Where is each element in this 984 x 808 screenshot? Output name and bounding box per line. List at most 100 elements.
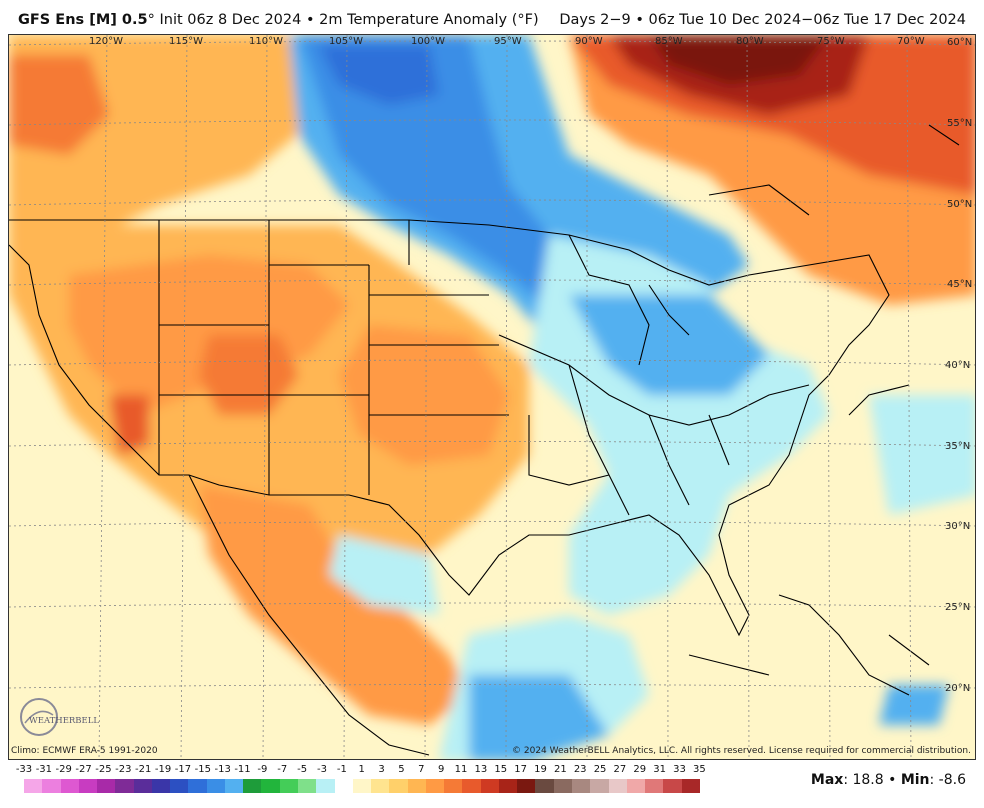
colorbar-label: 1 — [358, 764, 365, 775]
colorbar-swatch — [24, 779, 43, 793]
lat-label: 55°N — [947, 118, 972, 129]
colorbar-swatch — [352, 779, 372, 793]
lat-label: 35°N — [945, 441, 970, 452]
colorbar-swatch — [663, 779, 682, 793]
colorbar-label: 11 — [454, 764, 468, 775]
weatherbell-logo: WEATHERBELL — [20, 698, 99, 736]
min-value: : -8.6 — [929, 772, 966, 788]
colorbar-swatch — [297, 779, 317, 793]
copyright-note: © 2024 WeatherBELL Analytics, LLC. All r… — [512, 746, 971, 756]
colorbar-swatch — [188, 779, 207, 793]
longitude-labels: 120°W 115°W 110°W 105°W 100°W 95°W 90°W … — [89, 36, 925, 47]
colorbar-label: -27 — [75, 764, 92, 775]
latitude-labels: 60°N 55°N 50°N 45°N 40°N 35°N 30°N 25°N … — [945, 37, 972, 694]
colorbar-label: 9 — [437, 764, 445, 775]
colorbar-swatch — [498, 779, 518, 793]
logo-text: WEATHERBELL — [29, 716, 99, 726]
colorbar-swatch — [42, 779, 61, 793]
lon-label: 120°W — [89, 36, 123, 47]
colorbar-label: 31 — [653, 764, 667, 775]
colorbar-swatch — [97, 779, 116, 793]
map-canvas: 120°W 115°W 110°W 105°W 100°W 95°W 90°W … — [9, 35, 975, 759]
lon-label: 100°W — [411, 36, 445, 47]
colorbar-swatch — [60, 779, 79, 793]
lat-label: 25°N — [945, 602, 970, 613]
colorbar-swatch — [645, 779, 664, 793]
colorbar-swatch — [316, 779, 335, 793]
colorbar-label: -19 — [154, 764, 172, 775]
colorbar-swatch — [425, 779, 445, 793]
colorbar-swatch — [444, 779, 463, 793]
colorbar-swatch — [224, 779, 244, 793]
colorbar-swatch — [480, 779, 499, 793]
colorbar-swatch — [115, 779, 134, 793]
max-label: Max — [810, 772, 844, 788]
colorbar-label: 33 — [673, 764, 686, 775]
colorbar-swatch — [571, 779, 591, 793]
colorbar-swatch — [261, 779, 280, 793]
colorbar-label: -9 — [257, 764, 268, 775]
lat-label: 20°N — [945, 683, 970, 694]
degree-sign: ° — [147, 12, 155, 28]
colorbar-swatch — [371, 779, 390, 793]
colorbar-swatch — [389, 779, 408, 793]
colorbar-label: 7 — [418, 764, 425, 775]
colorbar-swatch — [170, 779, 189, 793]
colorbar-label: 13 — [474, 764, 488, 775]
colorbar-swatch — [553, 779, 572, 793]
lat-label: 60°N — [947, 37, 972, 48]
colorbar-swatch — [206, 779, 225, 793]
lon-label: 95°W — [494, 36, 522, 47]
colorbar-label: 27 — [613, 764, 627, 775]
max-min-readout: Max: 18.8 • Min: -8.6 — [811, 772, 966, 788]
colorbar-label: -29 — [55, 764, 72, 775]
colorbar-label: 29 — [633, 764, 647, 775]
map-title: GFS Ens [M] 0.5° Init 06z 8 Dec 2024 • 2… — [18, 12, 539, 28]
colorbar-label: -33 — [15, 764, 33, 775]
lat-label: 30°N — [945, 521, 970, 532]
colorbar-swatch — [407, 779, 426, 793]
lat-label: 45°N — [947, 279, 972, 290]
lon-label: 90°W — [575, 36, 603, 47]
colorbar-swatch — [78, 779, 98, 793]
colorbar-label: -1 — [336, 764, 347, 775]
lon-label: 75°W — [817, 36, 845, 47]
colorbar-label: 23 — [573, 764, 587, 775]
colorbar-swatch — [462, 779, 481, 793]
colorbar-label: -7 — [277, 764, 288, 775]
max-value: : 18.8 • — [843, 772, 901, 788]
colorbar-label: 21 — [553, 764, 567, 775]
colorbar-swatch — [517, 779, 536, 793]
lat-label: 40°N — [945, 360, 970, 371]
colorbar-label: -31 — [35, 764, 53, 775]
valid-period: Days 2−9 • 06z Tue 10 Dec 2024−06z Tue 1… — [559, 12, 966, 28]
colorbar-label: 17 — [514, 764, 527, 775]
colorbar-swatch — [608, 779, 627, 793]
colorbar-label: -17 — [174, 764, 192, 775]
colorbar-label: -11 — [234, 764, 251, 775]
header: GFS Ens [M] 0.5° Init 06z 8 Dec 2024 • 2… — [0, 0, 984, 34]
colorbar-swatch — [133, 779, 152, 793]
colorbar-swatch — [151, 779, 171, 793]
colorbar — [24, 779, 700, 793]
title-subtitle: Init 06z 8 Dec 2024 • 2m Temperature Ano… — [154, 12, 539, 28]
colorbar-labels: -33 -31 -29 -27 -25 -23 -21 -19 -17 -15 -13 -11 -9 -7… — [14, 764, 714, 776]
colorbar-label: 19 — [534, 764, 547, 775]
colorbar-label: -23 — [115, 764, 132, 775]
colorbar-label: -21 — [135, 764, 152, 775]
colorbar-label: -5 — [297, 764, 308, 775]
min-label: Min — [900, 772, 930, 788]
colorbar-label: 35 — [693, 764, 706, 775]
lat-label: 50°N — [947, 199, 972, 210]
colorbar-label: 5 — [398, 764, 405, 775]
colorbar-swatch — [681, 779, 700, 793]
colorbar-label: 3 — [378, 764, 385, 775]
graticule — [9, 35, 975, 759]
lon-label: 80°W — [736, 36, 764, 47]
colorbar-label: 25 — [593, 764, 607, 775]
colorbar-swatch — [590, 779, 609, 793]
lon-label: 110°W — [249, 36, 283, 47]
colorbar-label: -15 — [194, 764, 211, 775]
anomaly-map: 120°W 115°W 110°W 105°W 100°W 95°W 90°W … — [8, 34, 976, 760]
lon-label: 115°W — [169, 36, 203, 47]
